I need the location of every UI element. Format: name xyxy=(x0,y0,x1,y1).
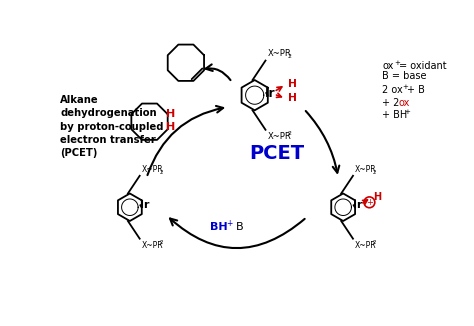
Text: 2: 2 xyxy=(373,170,376,175)
Text: X~PR: X~PR xyxy=(268,132,292,141)
Text: ox: ox xyxy=(398,98,410,108)
Text: H: H xyxy=(288,79,297,89)
Text: H: H xyxy=(288,94,297,103)
Text: X~PR: X~PR xyxy=(142,241,163,250)
Text: B: B xyxy=(236,222,244,232)
Text: 2: 2 xyxy=(373,240,376,245)
Text: + B: + B xyxy=(407,85,425,95)
Text: H: H xyxy=(166,122,175,132)
Text: 2 ox: 2 ox xyxy=(383,85,403,95)
Text: B = base: B = base xyxy=(383,70,427,81)
Text: = oxidant: = oxidant xyxy=(399,61,447,71)
Text: 2: 2 xyxy=(287,131,291,136)
Text: Ir: Ir xyxy=(265,86,276,99)
Text: 2: 2 xyxy=(287,54,291,59)
Text: X~PR: X~PR xyxy=(355,165,376,174)
Text: +: + xyxy=(404,109,410,115)
Text: PCET: PCET xyxy=(250,144,305,163)
Text: +: + xyxy=(226,219,233,229)
Text: + BH: + BH xyxy=(383,110,408,120)
Text: BH: BH xyxy=(210,222,227,232)
Text: +: + xyxy=(402,84,408,90)
Text: X~PR: X~PR xyxy=(355,241,376,250)
Text: X~PR: X~PR xyxy=(142,165,163,174)
Text: 2: 2 xyxy=(159,240,163,245)
Text: Ir: Ir xyxy=(139,200,149,210)
Text: + 2: + 2 xyxy=(383,98,403,108)
Text: 2: 2 xyxy=(159,170,163,175)
Text: X~PR: X~PR xyxy=(268,50,292,58)
Text: Alkane
dehydrogenation
by proton-coupled
electron transfer
(PCET): Alkane dehydrogenation by proton-coupled… xyxy=(60,95,164,158)
Text: H: H xyxy=(374,192,382,202)
Text: +: + xyxy=(394,60,400,66)
Text: H: H xyxy=(166,109,175,119)
Text: ox: ox xyxy=(383,61,394,71)
Text: +: + xyxy=(366,198,373,207)
Text: Ir: Ir xyxy=(353,200,362,210)
